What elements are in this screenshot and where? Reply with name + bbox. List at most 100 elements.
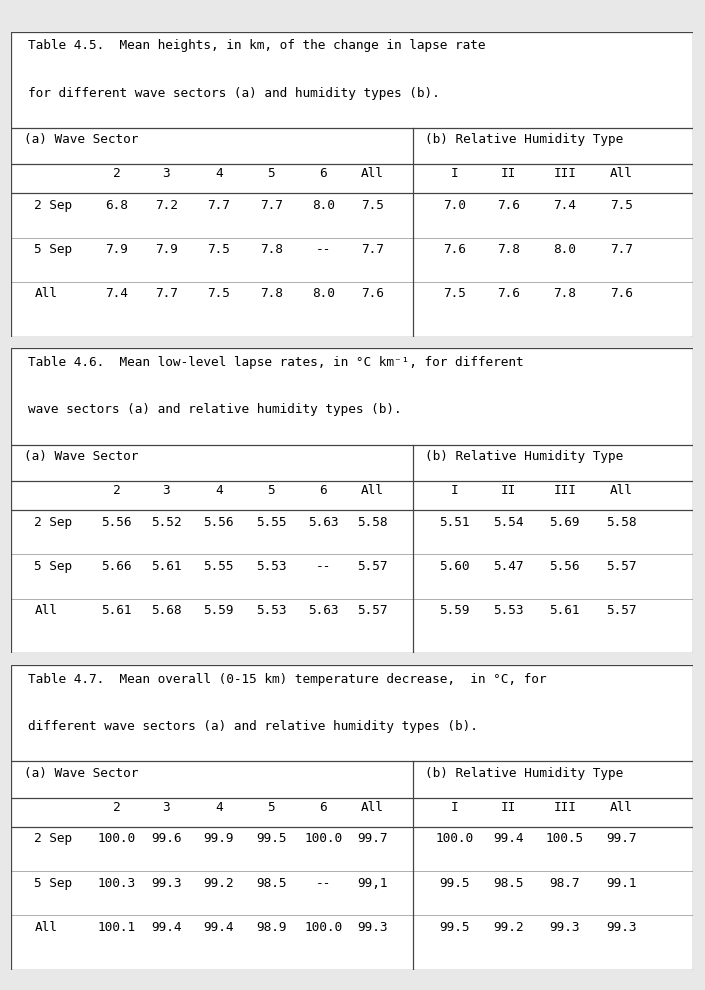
- Text: (b) Relative Humidity Type: (b) Relative Humidity Type: [426, 133, 624, 146]
- Text: 7.8: 7.8: [553, 287, 576, 300]
- Text: 5.53: 5.53: [256, 604, 286, 617]
- Text: 5.61: 5.61: [549, 604, 580, 617]
- Text: 5.56: 5.56: [549, 559, 580, 573]
- Text: I: I: [450, 484, 458, 497]
- Text: II: II: [501, 801, 516, 814]
- Text: 5.68: 5.68: [151, 604, 181, 617]
- Text: 2 Sep: 2 Sep: [35, 516, 73, 529]
- Text: 5: 5: [267, 801, 275, 814]
- Text: 5.47: 5.47: [493, 559, 524, 573]
- Text: 5.56: 5.56: [101, 516, 132, 529]
- Text: 5.52: 5.52: [151, 516, 181, 529]
- Text: 5.55: 5.55: [256, 516, 286, 529]
- Text: 5.66: 5.66: [101, 559, 132, 573]
- Text: 7.6: 7.6: [361, 287, 384, 300]
- Text: 5 Sep: 5 Sep: [35, 559, 73, 573]
- Text: 5: 5: [267, 167, 275, 180]
- Text: 99.3: 99.3: [606, 921, 637, 934]
- Text: 100.0: 100.0: [435, 833, 473, 845]
- Text: 6: 6: [319, 801, 327, 814]
- Text: 5.63: 5.63: [308, 516, 338, 529]
- Text: 5.53: 5.53: [256, 559, 286, 573]
- Text: 7.9: 7.9: [154, 243, 178, 256]
- Text: 5.53: 5.53: [493, 604, 524, 617]
- Text: 99,1: 99,1: [357, 876, 388, 890]
- Text: III: III: [553, 167, 576, 180]
- Text: for different wave sectors (a) and humidity types (b).: for different wave sectors (a) and humid…: [27, 86, 439, 100]
- Text: 7.2: 7.2: [154, 199, 178, 212]
- Text: 6: 6: [319, 484, 327, 497]
- Text: 7.7: 7.7: [610, 243, 633, 256]
- Text: II: II: [501, 484, 516, 497]
- Text: 99.5: 99.5: [256, 833, 286, 845]
- Text: 100.5: 100.5: [546, 833, 584, 845]
- Text: III: III: [553, 484, 576, 497]
- Text: 99.3: 99.3: [357, 921, 388, 934]
- Text: 98.5: 98.5: [256, 876, 286, 890]
- Text: 7.4: 7.4: [553, 199, 576, 212]
- Text: 99.2: 99.2: [493, 921, 524, 934]
- Text: All: All: [361, 484, 384, 497]
- Text: 7.4: 7.4: [105, 287, 128, 300]
- Text: 2: 2: [113, 801, 120, 814]
- Text: II: II: [501, 167, 516, 180]
- Text: 2: 2: [113, 167, 120, 180]
- Text: 5.57: 5.57: [606, 559, 637, 573]
- Text: All: All: [610, 801, 633, 814]
- Text: 99.3: 99.3: [151, 876, 181, 890]
- Text: 5.51: 5.51: [439, 516, 470, 529]
- Text: All: All: [610, 484, 633, 497]
- Text: 8.0: 8.0: [553, 243, 576, 256]
- Text: 100.3: 100.3: [97, 876, 135, 890]
- Text: 8.0: 8.0: [312, 287, 335, 300]
- Text: 7.5: 7.5: [610, 199, 633, 212]
- Text: 5.57: 5.57: [357, 604, 388, 617]
- Text: different wave sectors (a) and relative humidity types (b).: different wave sectors (a) and relative …: [27, 720, 477, 734]
- Text: 3: 3: [162, 484, 170, 497]
- Text: 5.57: 5.57: [606, 604, 637, 617]
- Text: 7.5: 7.5: [361, 199, 384, 212]
- Text: (b) Relative Humidity Type: (b) Relative Humidity Type: [426, 766, 624, 779]
- Text: 5.59: 5.59: [204, 604, 234, 617]
- Text: 7.6: 7.6: [443, 243, 465, 256]
- Text: 6: 6: [319, 167, 327, 180]
- Text: 2 Sep: 2 Sep: [35, 833, 73, 845]
- Text: 5.63: 5.63: [308, 604, 338, 617]
- Text: 5.60: 5.60: [439, 559, 470, 573]
- Text: --: --: [316, 559, 331, 573]
- Text: 7.7: 7.7: [260, 199, 283, 212]
- Text: 7.7: 7.7: [207, 199, 230, 212]
- Text: 99.2: 99.2: [204, 876, 234, 890]
- Text: 7.5: 7.5: [207, 287, 230, 300]
- Text: --: --: [316, 243, 331, 256]
- Text: 7.7: 7.7: [361, 243, 384, 256]
- Text: Table 4.7.  Mean overall (0-15 km) temperature decrease,  in °C, for: Table 4.7. Mean overall (0-15 km) temper…: [27, 673, 546, 686]
- Text: All: All: [35, 287, 57, 300]
- Text: wave sectors (a) and relative humidity types (b).: wave sectors (a) and relative humidity t…: [27, 403, 401, 417]
- Text: 99.5: 99.5: [439, 921, 470, 934]
- Text: 3: 3: [162, 167, 170, 180]
- Text: All: All: [361, 801, 384, 814]
- Text: 5.56: 5.56: [204, 516, 234, 529]
- Text: 7.0: 7.0: [443, 199, 465, 212]
- Text: 99.7: 99.7: [357, 833, 388, 845]
- Text: (b) Relative Humidity Type: (b) Relative Humidity Type: [426, 449, 624, 462]
- Text: 8.0: 8.0: [312, 199, 335, 212]
- Text: 7.8: 7.8: [497, 243, 520, 256]
- Text: 99.6: 99.6: [151, 833, 181, 845]
- Text: 7.6: 7.6: [497, 287, 520, 300]
- Text: 100.1: 100.1: [97, 921, 135, 934]
- Text: 7.8: 7.8: [260, 287, 283, 300]
- Text: 5: 5: [267, 484, 275, 497]
- Text: 2: 2: [113, 484, 120, 497]
- Text: All: All: [35, 604, 57, 617]
- Text: 6.8: 6.8: [105, 199, 128, 212]
- Text: 7.5: 7.5: [207, 243, 230, 256]
- Text: 3: 3: [162, 801, 170, 814]
- Text: 98.9: 98.9: [256, 921, 286, 934]
- Text: 99.4: 99.4: [204, 921, 234, 934]
- Text: 5.59: 5.59: [439, 604, 470, 617]
- Text: 99.1: 99.1: [606, 876, 637, 890]
- Text: 4: 4: [215, 484, 223, 497]
- Text: 5.55: 5.55: [204, 559, 234, 573]
